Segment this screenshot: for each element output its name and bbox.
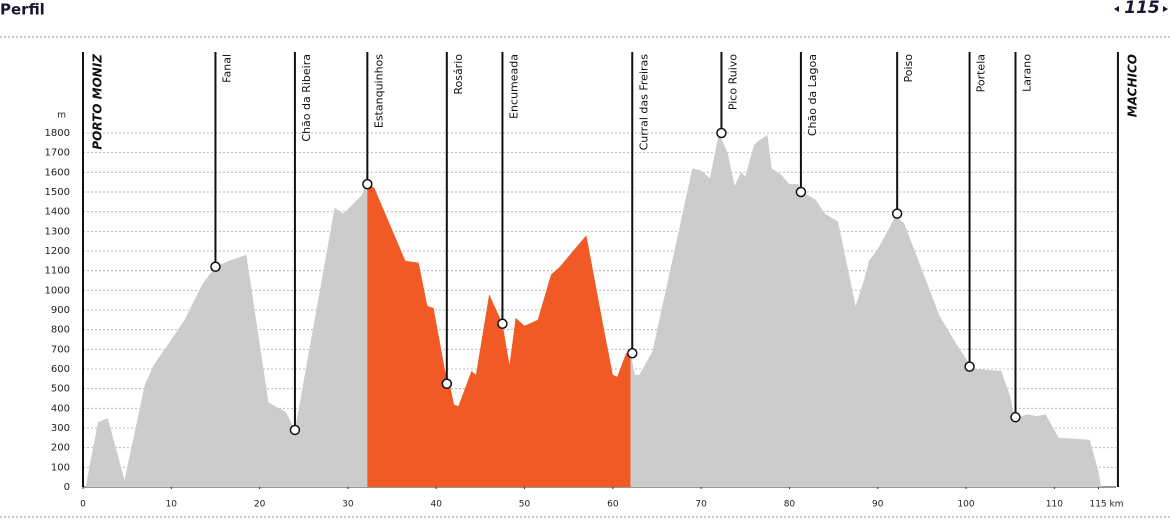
page-title: Perfil [0, 1, 45, 19]
x-tick-label: 50 [519, 500, 531, 510]
y-tick-label: 1500 [45, 187, 70, 198]
y-tick-label: 800 [51, 325, 70, 336]
page-number: 115 [1124, 0, 1160, 18]
x-tick-label: 30 [342, 500, 354, 510]
y-tick-label: 900 [51, 305, 70, 316]
x-tick-label: 40 [430, 500, 442, 510]
y-tick-label: 500 [51, 384, 70, 395]
y-tick-label: 1700 [45, 148, 70, 159]
y-unit: m [57, 111, 66, 121]
waypoint-marker [441, 378, 453, 389]
y-tick-label: 100 [51, 462, 70, 473]
y-tick-label: 1800 [45, 128, 70, 139]
waypoint-marker [497, 318, 508, 330]
highlight-area [367, 182, 631, 487]
waypoint-marker [716, 127, 727, 139]
y-tick-label: 0 [64, 482, 70, 493]
y-tick-label: 300 [51, 423, 70, 434]
waypoint-marker [795, 186, 807, 198]
x-tick-label: 115 km [1089, 500, 1123, 510]
prev-arrow [1114, 6, 1119, 12]
waypoint-marker [627, 348, 638, 359]
x-tick-label: 100 [957, 500, 974, 510]
y-tick-label: 1600 [45, 167, 70, 178]
endpoint-label: MACHICO [1125, 54, 1139, 117]
x-tick-label: 0 [80, 500, 86, 510]
waypoint-marker [362, 178, 373, 190]
x-tick-label: 110 [1046, 500, 1063, 510]
y-tick-label: 200 [51, 443, 70, 454]
x-tick-label: 10 [166, 500, 178, 510]
waypoint-marker [964, 361, 975, 372]
waypoint-label: Chão da Lagoa [806, 54, 819, 136]
y-tick-label: 1400 [45, 207, 70, 218]
y-tick-label: 700 [51, 344, 70, 355]
y-tick-label: 600 [51, 364, 70, 375]
waypoint-label: Fanal [220, 54, 233, 83]
x-tick-label: 70 [695, 500, 707, 510]
next-arrow [1163, 6, 1168, 12]
waypoint-label: Encumeada [507, 54, 520, 119]
x-tick-label: 20 [254, 500, 266, 510]
y-tick-label: 400 [51, 403, 70, 414]
waypoint-label: Estanquinhos [372, 54, 385, 128]
waypoint-marker [891, 208, 903, 219]
x-tick-label: 60 [607, 500, 619, 510]
waypoint-label: Larano [1020, 54, 1033, 92]
waypoint-marker [210, 261, 221, 272]
waypoint-label: Poiso [902, 54, 915, 83]
waypoint-marker [1010, 411, 1021, 423]
waypoint-label: Pico Ruivo [726, 54, 739, 110]
y-tick-label: 1000 [45, 285, 70, 296]
waypoint-label: Rosário [452, 54, 465, 95]
x-tick-label: 80 [784, 500, 796, 510]
waypoint-label: Portela [975, 54, 988, 92]
y-tick-label: 1200 [45, 246, 70, 257]
y-tick-label: 1300 [45, 226, 70, 237]
waypoint-label: Curral das Freiras [637, 54, 650, 151]
endpoint-label: PORTO MONIZ [91, 54, 105, 150]
x-tick-label: 90 [872, 500, 884, 510]
y-tick-label: 1100 [45, 266, 70, 277]
waypoint-label: Chão da Ribeira [300, 54, 313, 142]
waypoint-marker [289, 424, 301, 436]
